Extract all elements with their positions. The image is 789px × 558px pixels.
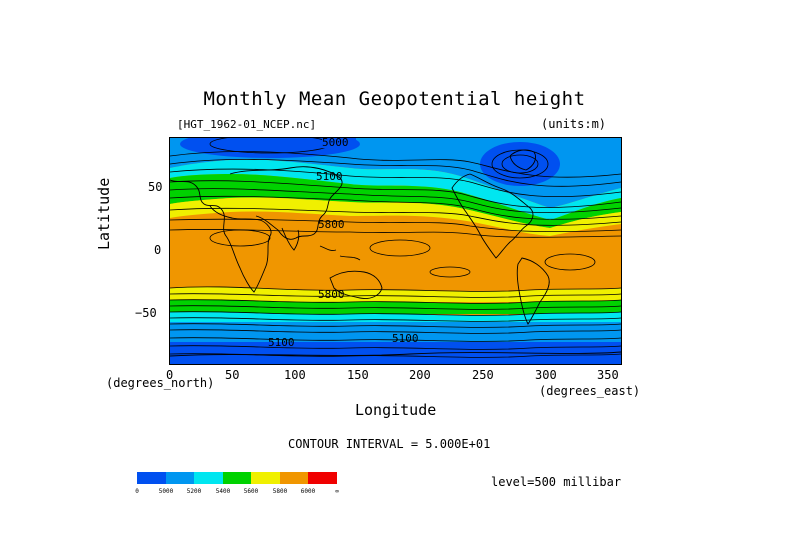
colorbar-tick-5200: 5200 <box>186 488 202 495</box>
contour-label-5800-north: 5800 <box>318 218 345 231</box>
contour-label-5000: 5000 <box>322 138 349 149</box>
y-tick-label-minus-50: −50 <box>135 306 157 320</box>
y-axis-unit: (degrees_north) <box>106 376 215 390</box>
contour-label-5100-north: 5100 <box>316 170 343 183</box>
band-yellow-south <box>170 286 621 302</box>
colorbar <box>137 472 338 484</box>
colorbar-tick-6000: 6000 <box>300 488 316 495</box>
level-label: level=500 millibar <box>491 475 622 489</box>
colorbar-box-6 <box>279 472 309 484</box>
colorbar-tick-5400: 5400 <box>215 488 231 495</box>
arctic-low-west <box>180 138 360 158</box>
x-tick-label-300: 300 <box>535 368 557 382</box>
contour-interval-label: CONTOUR INTERVAL = 5.000E+01 <box>288 437 491 451</box>
contour-label-5100-south-west: 5100 <box>268 336 295 349</box>
arctic-low-east <box>480 142 560 186</box>
x-axis-unit: (degrees_east) <box>539 384 641 398</box>
file-label: [HGT_1962-01_NCEP.nc] <box>177 118 317 131</box>
contour-label-bg-1 <box>322 138 356 148</box>
colorbar-tick-5800: 5800 <box>272 488 288 495</box>
y-axis-label: Latitude <box>95 177 113 250</box>
x-tick-label-250: 250 <box>472 368 494 382</box>
band-blue-south <box>170 322 621 344</box>
colorbar-tick-infinity: ∞ <box>335 488 339 495</box>
x-axis-label: Longitude <box>355 401 437 419</box>
contour-label-5800-south: 5800 <box>318 288 345 301</box>
colorbar-box-3 <box>194 472 223 484</box>
colorbar-box-4 <box>222 472 252 484</box>
colorbar-box-2 <box>165 472 195 484</box>
coastlines <box>170 149 621 357</box>
colorbar-tick-5000: 5000 <box>158 488 174 495</box>
colorbar-box-1 <box>137 472 166 484</box>
colorbar-tick-0: 0 <box>135 488 139 495</box>
y-tick-label-50: 50 <box>148 180 163 194</box>
geopotential-height-map: 5000 5100 5800 5800 5100 5100 <box>169 137 622 365</box>
colorbar-box-5 <box>251 472 280 484</box>
colorbar-box-7 <box>308 472 338 484</box>
units-label: (units:m) <box>541 117 607 131</box>
contour-label-group: 5000 5100 5800 5800 5100 5100 <box>268 138 419 349</box>
x-tick-label-50: 50 <box>225 368 240 382</box>
map-canvas: 5000 5100 5800 5800 5100 5100 <box>170 138 621 364</box>
contour-label-5100-south-east: 5100 <box>392 332 419 345</box>
band-green-north <box>170 174 621 228</box>
x-tick-label-350: 350 <box>597 368 619 382</box>
x-tick-label-150: 150 <box>347 368 369 382</box>
x-tick-label-100: 100 <box>284 368 306 382</box>
colorbar-tick-5600: 5600 <box>243 488 259 495</box>
x-tick-label-200: 200 <box>409 368 431 382</box>
x-tick-label-0: 0 <box>166 368 174 382</box>
y-tick-label-0: 0 <box>154 243 162 257</box>
map-title: Monthly Mean Geopotential height <box>203 88 586 110</box>
band-yellow-north <box>170 197 621 236</box>
